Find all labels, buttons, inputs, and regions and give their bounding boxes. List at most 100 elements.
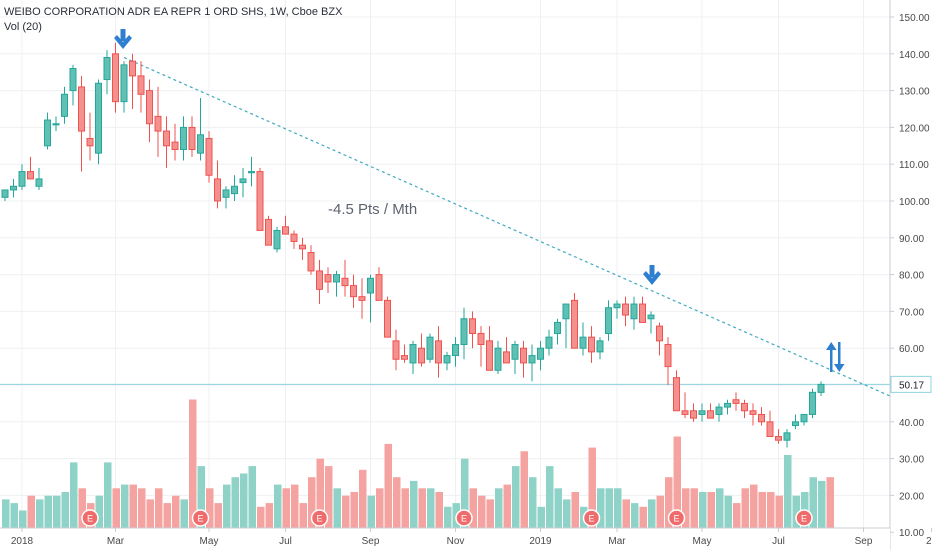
volume-bar [308,477,316,528]
earnings-badge[interactable]: E [191,509,210,527]
candle-body [443,355,451,364]
volume-bar [180,499,188,528]
candle-body [222,189,230,198]
candle-body [197,134,204,154]
price-axis-label: 100.00 [899,197,930,208]
volume-bar [129,484,137,528]
price-axis-label: 30.00 [899,455,924,466]
volume-bar [546,466,554,528]
candle-body [52,123,60,126]
volume-bar [648,499,656,528]
price-axis-background [890,0,932,550]
candle-body [146,90,153,125]
volume-bar [163,503,171,528]
volume-bar [248,466,256,528]
time-axis-label: Sep [362,536,380,547]
candle-body [69,68,77,92]
candle-body [690,410,697,419]
candle-body [503,351,510,364]
volume-bar [461,458,469,528]
volume-bar [826,477,834,528]
candle-body [78,86,85,132]
candle-body [605,307,612,334]
volume-bar [104,462,112,528]
volume-bar [78,488,86,528]
price-axis-label: 60.00 [899,344,924,355]
price-axis-label: 150.00 [899,13,930,24]
candle-body [299,244,306,250]
volume-bar [588,447,596,528]
volume-bar [299,503,307,528]
price-axis-label: 130.00 [899,87,930,98]
volume-bar [733,503,741,528]
volume-bar [495,488,503,528]
trendline[interactable] [123,56,932,418]
chart-title: WEIBO CORPORATION ADR EA REPR 1 ORD SHS,… [4,6,343,18]
candle-body [511,344,519,360]
earnings-badge[interactable]: E [455,509,473,527]
candle-body [401,355,408,360]
candle-body [664,344,672,368]
volume-bar [19,510,27,528]
candle-body [231,185,238,195]
volume-bar [444,506,452,528]
earnings-badge[interactable]: E [81,509,99,527]
up-down-arrows-icon [826,342,845,372]
candle-body [528,355,536,364]
candle-body [758,413,765,423]
candle-body [10,185,17,191]
volume-bar [291,484,299,528]
earnings-badge[interactable]: E [795,509,813,527]
candle-body [435,340,442,364]
volume-bar [503,484,511,528]
candle-body [817,383,825,393]
last-price-value: 50.17 [899,380,924,391]
volume-bar [316,458,324,528]
volume-bar [282,488,290,528]
candle-body [137,75,145,95]
price-axis-label: 140.00 [899,50,930,61]
price-axis-label: 80.00 [899,271,924,282]
candle-body [367,277,374,294]
earnings-badge[interactable]: E [667,509,686,527]
volume-bar [367,495,375,528]
candle-body [494,347,502,371]
candle-body [409,344,417,364]
volume-bar [172,495,180,528]
time-axis-label: 2019 [529,536,552,547]
volume-bar [257,506,265,528]
volume-bar [146,499,154,528]
price-axis-label: 110.00 [899,160,929,171]
earnings-badge[interactable]: E [310,509,329,527]
candle-body [95,82,102,154]
candle-body [120,64,128,103]
candle-body [44,119,51,147]
volume-bar [44,495,52,528]
volume-bar [350,492,358,528]
candle-body [520,347,527,364]
candle-body [656,325,663,342]
volume-bar [563,499,571,528]
price-axis-label: 20.00 [899,491,924,502]
volume-bar [27,495,35,528]
candle-body [554,321,561,334]
candle-body [61,93,68,117]
candle-body [273,229,281,250]
earnings-badge[interactable]: E [582,509,601,527]
candle-body [477,332,485,346]
volume-bar [724,495,732,528]
candle-body [639,303,646,323]
candle-body [256,171,264,231]
candle-body [579,336,587,349]
candle-body [350,285,357,298]
volume-bar [376,488,384,528]
volume-bar [656,495,664,528]
candle-body [766,421,774,438]
volume-bar [469,488,477,528]
volume-bar [486,499,494,528]
earnings-label: E [316,514,322,524]
candle-body [707,410,714,419]
time-axis-label: 21 [926,536,932,547]
volume-bar [36,499,44,528]
